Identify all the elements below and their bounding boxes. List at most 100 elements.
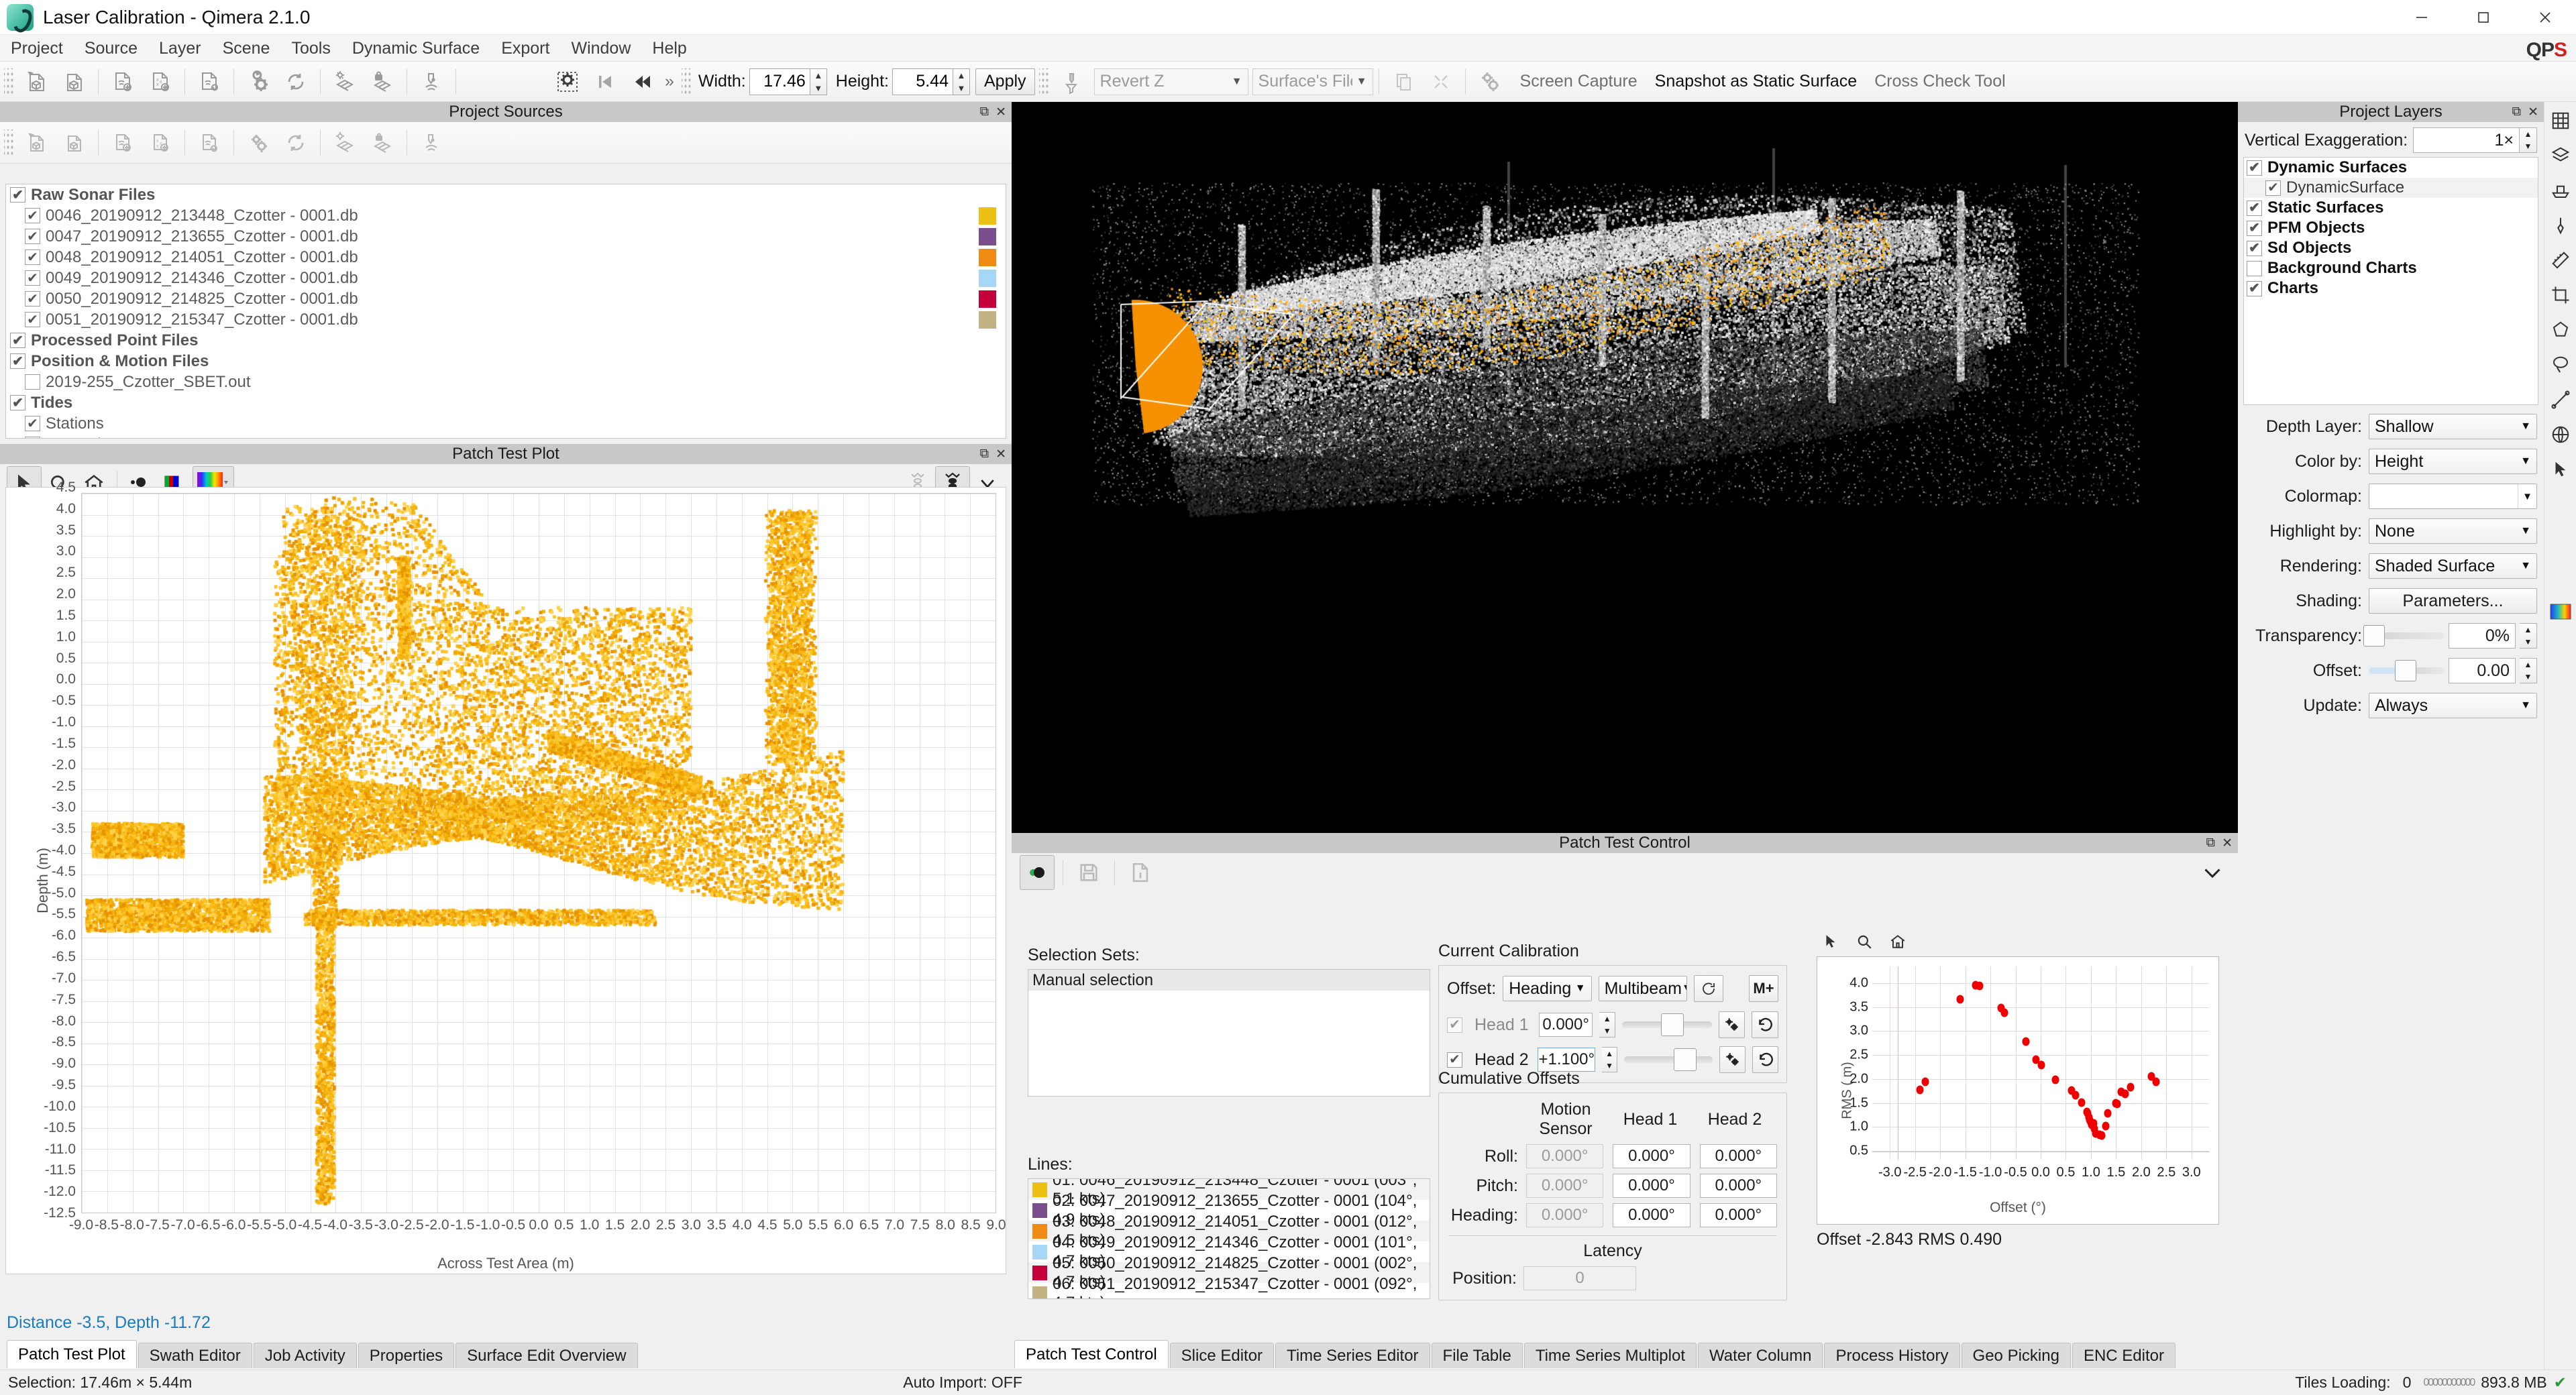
property-slider[interactable] <box>2369 624 2445 648</box>
toolbar-grip-2[interactable] <box>682 68 691 95</box>
tab-enc-editor[interactable]: ENC Editor <box>2072 1343 2176 1368</box>
close-icon[interactable]: ✕ <box>996 105 1006 120</box>
rewind-icon[interactable] <box>627 66 658 97</box>
tree-item[interactable]: 0050_20190912_214825_Czotter - 0001.db <box>6 288 1006 309</box>
menu-tools[interactable]: Tools <box>280 35 341 62</box>
tab-slice-editor[interactable]: Slice Editor <box>1170 1343 1274 1368</box>
head2-value-input[interactable]: +1.100° <box>1538 1048 1595 1072</box>
select-region-icon[interactable] <box>552 66 583 97</box>
menu-export[interactable]: Export <box>490 35 560 62</box>
lasso-icon[interactable] <box>2548 353 2573 377</box>
property-combo[interactable]: Shallow ▼ <box>2369 414 2537 439</box>
height-stepper[interactable]: ▲▼ <box>892 68 970 95</box>
sounding-ping-icon[interactable] <box>416 66 447 97</box>
lines-list[interactable]: 01: 0046_20190912_213448_Czotter - 0001 … <box>1028 1178 1430 1299</box>
surfaces-files-combo[interactable]: Surface's Files ▼ <box>1252 68 1373 95</box>
first-frame-icon[interactable] <box>590 66 621 97</box>
property-combo[interactable]: None ▼ <box>2369 518 2537 544</box>
layer-tree-item[interactable]: Dynamic Surfaces <box>2244 158 2538 178</box>
layer-tree-item[interactable]: Static Surfaces <box>2244 198 2538 218</box>
reprocess-sonar-icon[interactable] <box>194 66 225 97</box>
tree-item-checkbox[interactable] <box>10 187 25 203</box>
offset-cell[interactable]: 0.000° <box>1700 1144 1777 1168</box>
tree-item[interactable]: 2019-255_Czotter_SBET.out <box>6 372 1006 392</box>
layer-checkbox[interactable] <box>2265 180 2281 196</box>
cross-check-tool-button[interactable]: Cross Check Tool <box>1871 72 2008 91</box>
layers-stack-icon[interactable] <box>2548 144 2573 168</box>
patch-test-toggle-icon[interactable] <box>1020 855 1055 890</box>
shading-parameters-button[interactable]: Parameters... <box>2369 588 2537 614</box>
refresh-icon[interactable] <box>280 66 311 97</box>
tree-item-checkbox[interactable] <box>25 291 40 306</box>
close-icon[interactable]: ✕ <box>2222 836 2233 851</box>
tree-item[interactable]: Processed Point Files <box>6 330 1006 351</box>
sonar-ping-icon[interactable] <box>416 127 447 158</box>
add-raw-sonar-icon[interactable] <box>107 127 138 158</box>
layer-tree-item[interactable]: Charts <box>2244 278 2538 298</box>
grid-view-icon[interactable] <box>2548 109 2573 133</box>
minimize-button[interactable] <box>2391 0 2453 35</box>
slider-handle[interactable] <box>2363 625 2385 647</box>
float-icon[interactable]: ⧉ <box>2512 105 2522 119</box>
head1-settings-icon[interactable] <box>1719 1011 1746 1038</box>
tree-item-checkbox[interactable] <box>25 270 40 286</box>
tree-item-checkbox[interactable] <box>25 374 40 390</box>
height-arrows[interactable]: ▲ ▼ <box>953 68 970 95</box>
menu-layer[interactable]: Layer <box>148 35 212 62</box>
apply-button[interactable]: Apply <box>975 68 1035 95</box>
tools-gears-icon[interactable] <box>1474 66 1505 97</box>
reprocess-icon[interactable] <box>194 127 225 158</box>
head1-checkbox[interactable] <box>1447 1017 1462 1033</box>
tree-item[interactable]: Tides <box>6 392 1006 413</box>
layer-checkbox[interactable] <box>2247 261 2262 276</box>
sun-shading-icon[interactable] <box>329 127 360 158</box>
close-button[interactable] <box>2514 0 2576 35</box>
selection-sets-list[interactable]: Manual selection <box>1028 969 1430 1097</box>
toolbar-grip-3[interactable] <box>1039 68 1049 95</box>
head2-checkbox[interactable] <box>1447 1052 1462 1068</box>
float-icon[interactable]: ⧉ <box>980 447 989 461</box>
info-report-icon[interactable] <box>1123 855 1158 890</box>
float-icon[interactable]: ⧉ <box>980 105 989 119</box>
rms-plot-canvas[interactable]: RMS ( m) 0.5 1.0 1.5 2.0 2.5 3.0 3.5 4.0 -3.0 -2… <box>1817 956 2219 1225</box>
property-combo[interactable]: Height ▼ <box>2369 449 2537 474</box>
tree-item-checkbox[interactable] <box>25 249 40 265</box>
snapshot-static-surface-button[interactable]: Snapshot as Static Surface <box>1652 72 1861 91</box>
tab-time-series-multiplot[interactable]: Time Series Multiplot <box>1524 1343 1697 1368</box>
add-points-file-icon[interactable]: x x x <box>145 66 176 97</box>
tab-water-column[interactable]: Water Column <box>1698 1343 1823 1368</box>
tree-item[interactable]: 0046_20190912_213448_Czotter - 0001.db <box>6 205 1006 226</box>
list-item[interactable]: Manual selection <box>1028 970 1430 991</box>
tab-surface-edit-overview[interactable]: Surface Edit Overview <box>455 1343 637 1368</box>
list-item[interactable]: 06: 0051_20190912_215347_Czotter - 0001 … <box>1028 1283 1430 1299</box>
tree-item[interactable]: 0048_20190912_214051_Czotter - 0001.db <box>6 247 1006 268</box>
sounding-tool-icon[interactable] <box>2548 213 2573 237</box>
menu-help[interactable]: Help <box>641 35 697 62</box>
layer-tree-item[interactable]: PFM Objects <box>2244 218 2538 238</box>
memory-add-button[interactable]: M+ <box>1749 975 1778 1002</box>
new-project-icon[interactable] <box>21 127 52 158</box>
new-dynamic-surface-icon[interactable] <box>21 66 52 97</box>
polygon-icon[interactable] <box>2548 318 2573 342</box>
toolbar-grip[interactable] <box>4 68 13 95</box>
menu-scene[interactable]: Scene <box>212 35 281 62</box>
project-sources-tree[interactable]: Raw Sonar Files0046_20190912_213448_Czot… <box>5 184 1006 439</box>
vertical-exaggeration-input[interactable]: 1× <box>2413 127 2520 153</box>
colormap-combo[interactable]: ▼ <box>2369 484 2537 509</box>
settings-gears-icon[interactable] <box>243 66 274 97</box>
line-tool-icon[interactable] <box>2548 388 2573 412</box>
close-icon[interactable]: ✕ <box>2528 105 2538 120</box>
tab-job-activity[interactable]: Job Activity <box>254 1343 357 1368</box>
lock-layer-icon[interactable] <box>367 127 398 158</box>
menu-window[interactable]: Window <box>560 35 641 62</box>
menu-source[interactable]: Source <box>74 35 148 62</box>
layer-checkbox[interactable] <box>2247 241 2262 256</box>
head1-slider[interactable] <box>1622 1013 1712 1037</box>
expand-surface-icon[interactable] <box>1426 66 1456 97</box>
tree-item-checkbox[interactable] <box>10 395 25 410</box>
screen-capture-button[interactable]: Screen Capture <box>1517 72 1641 91</box>
slider-handle[interactable] <box>2395 660 2416 681</box>
filter-funnel-icon[interactable] <box>1056 66 1087 97</box>
layer-tree-item[interactable]: DynamicSurface <box>2244 178 2538 198</box>
layer-checkbox[interactable] <box>2247 221 2262 236</box>
